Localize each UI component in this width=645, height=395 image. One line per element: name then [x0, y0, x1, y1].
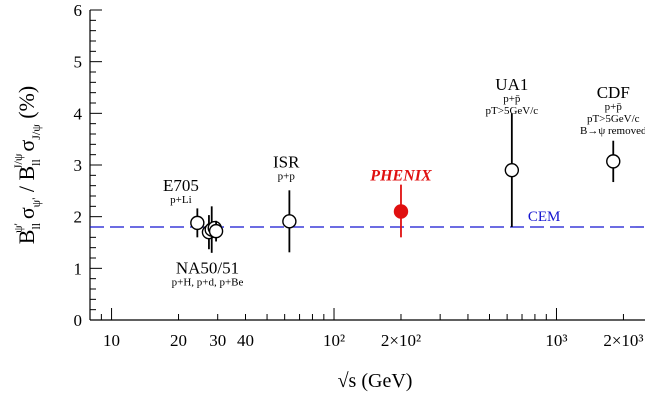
annotation-label: UA1 [495, 75, 528, 94]
x-tick-label: 30 [209, 331, 226, 350]
data-point [393, 204, 409, 219]
y-tick-label: 6 [74, 1, 83, 20]
data-point [504, 162, 520, 178]
annotation-sublabel: B→ψ removed [580, 125, 645, 137]
plot-frame [89, 10, 645, 321]
data-point [190, 215, 205, 231]
data-point [208, 223, 224, 239]
annotation-label: CDF [597, 83, 630, 102]
data-point [282, 214, 297, 229]
y-tick-label: 3 [74, 156, 83, 175]
annotation-sublabel: pT>5GeV/c [486, 105, 539, 117]
x-tick-label: 40 [237, 331, 254, 350]
x-tick-label: 10³ [545, 331, 567, 350]
x-tick-label: 2×10³ [603, 331, 643, 350]
y-tick-label: 5 [74, 53, 83, 72]
y-tick-label: 2 [74, 208, 83, 227]
annotation-sublabel: p+p̄ [605, 101, 623, 113]
annotation-label: PHENIX [369, 168, 432, 185]
annotation-sublabel: p+p̄ [503, 93, 521, 105]
x-tick-label: 20 [170, 331, 187, 350]
y-tick-label: 0 [74, 311, 83, 330]
annotation-sublabel: p+p [278, 171, 296, 183]
svg-text:Bllψ'σψ' / BllJ/ψσJ/ψ (%): Bllψ'σψ' / BllJ/ψσJ/ψ (%) [11, 86, 43, 244]
annotation-sublabel: p+Li [170, 194, 191, 206]
x-ticks: 10 20 30 40 10² 2×10² 10³ 2×10³ [100, 308, 644, 350]
data-points [190, 113, 621, 253]
y-tick-label: 4 [74, 104, 83, 123]
annotation-label: ISR [273, 153, 300, 172]
y-ticks: 0 1 2 3 4 5 6 [74, 1, 102, 330]
x-tick-label: 10 [103, 331, 120, 350]
x-axis-label: √s (GeV) [338, 370, 413, 392]
data-point [606, 154, 621, 169]
x-tick-label: 2×10² [381, 331, 421, 350]
annotation-label: CEM [528, 209, 561, 225]
annotation-sublabel: pT>5GeV/c [587, 113, 640, 125]
x-tick-label: 10² [323, 331, 345, 350]
annotation-label: NA50/51 [176, 259, 239, 278]
y-axis-label: Bllψ'σψ' / BllJ/ψσJ/ψ (%) [11, 86, 43, 244]
y-tick-label: 1 [74, 259, 83, 278]
annotation-label: E705 [163, 176, 199, 195]
annotation-sublabel: p+H, p+d, p+Be [172, 277, 244, 289]
